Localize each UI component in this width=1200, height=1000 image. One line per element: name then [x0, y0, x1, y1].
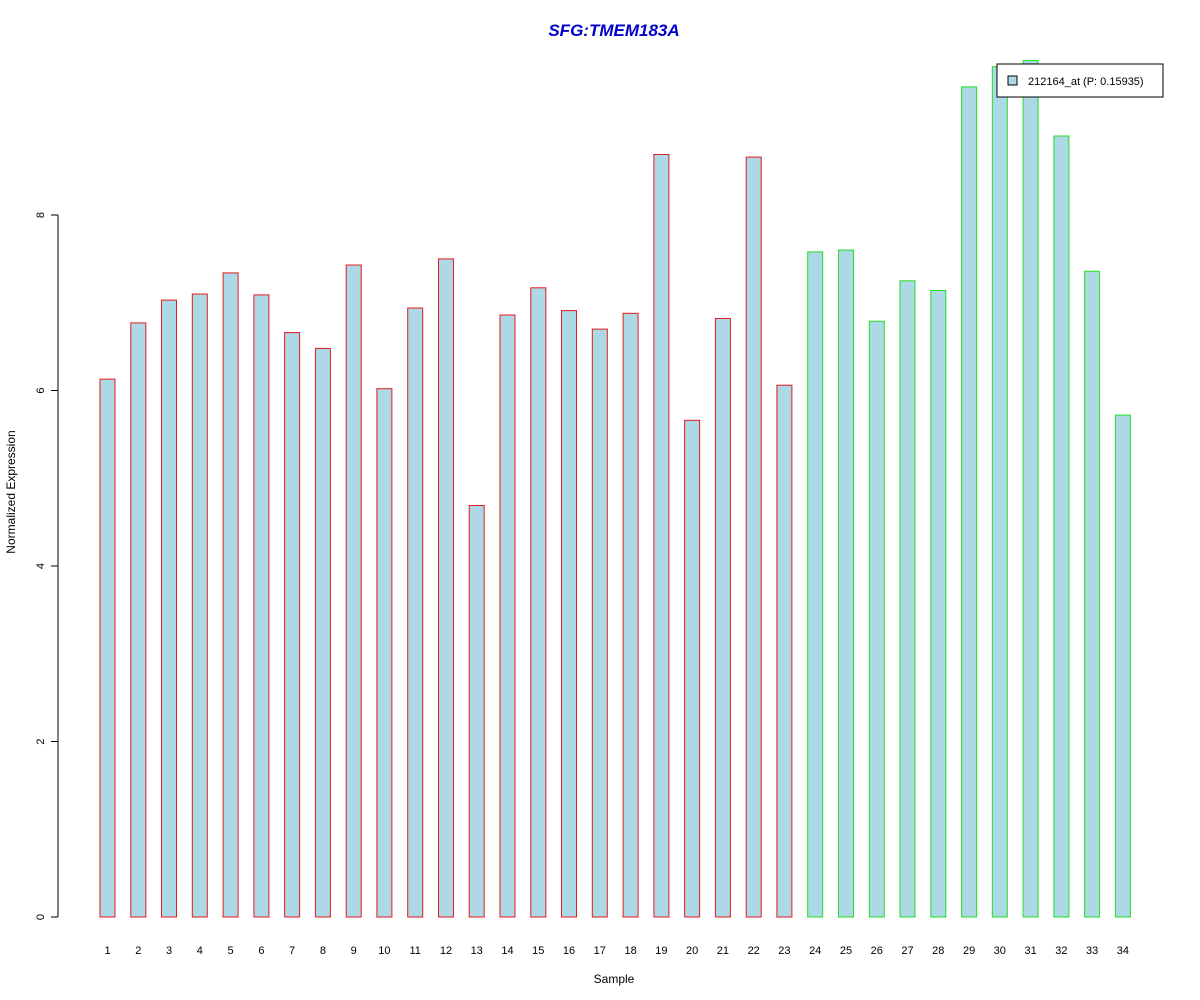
x-tick-label: 30 — [994, 945, 1006, 957]
x-tick-label: 29 — [963, 945, 975, 957]
x-axis-labels: 1 2 3 4 5 6 7 8 9 10 11 12 13 14 15 16 17 18 19 20 21 22 23 24 2… — [104, 945, 1129, 957]
x-tick-label: 18 — [624, 945, 636, 957]
x-tick-label: 14 — [501, 945, 513, 957]
x-tick-label: 33 — [1086, 945, 1098, 957]
x-tick-label: 17 — [594, 945, 606, 957]
bar-sample-29 — [961, 86, 978, 918]
bar-sample-23 — [776, 384, 793, 918]
bar-sample-32 — [1053, 135, 1070, 918]
x-tick-label: 10 — [378, 945, 390, 957]
x-tick-label: 7 — [289, 945, 295, 957]
y-tick-label: 0 — [35, 914, 47, 920]
legend-label: 212164_at (P: 0.15935) — [1028, 76, 1144, 88]
x-tick-label: 6 — [258, 945, 264, 957]
bar-sample-31 — [1022, 60, 1039, 918]
bar-sample-6 — [253, 294, 270, 918]
x-axis-title: Sample — [594, 972, 635, 986]
x-tick-label: 3 — [166, 945, 172, 957]
x-tick-label: 20 — [686, 945, 698, 957]
legend-swatch — [1007, 75, 1018, 86]
x-tick-label: 13 — [471, 945, 483, 957]
y-tick-label: 2 — [35, 738, 47, 744]
bar-sample-16 — [561, 310, 577, 918]
bar-sample-18 — [622, 312, 639, 918]
chart-title: SFG:TMEM183A — [548, 21, 679, 40]
bar-sample-28 — [930, 290, 947, 918]
x-tick-label: 1 — [104, 945, 110, 957]
x-tick-label: 23 — [778, 945, 790, 957]
x-tick-label: 15 — [532, 945, 544, 957]
bar-sample-11 — [407, 307, 424, 918]
bar-sample-17 — [591, 328, 608, 918]
x-tick-label: 4 — [197, 945, 203, 957]
bar-sample-34 — [1114, 414, 1131, 918]
bar-sample-13 — [468, 505, 485, 918]
x-tick-label: 27 — [901, 945, 913, 957]
y-axis: 0 2 4 6 8 — [35, 212, 59, 920]
bar-sample-22 — [745, 156, 762, 918]
bar-sample-21 — [714, 318, 731, 918]
x-tick-label: 28 — [932, 945, 944, 957]
bar-sample-4 — [191, 293, 208, 918]
x-tick-label: 12 — [440, 945, 452, 957]
bars-group — [99, 60, 1131, 918]
legend-box — [996, 63, 1164, 98]
bar-sample-9 — [345, 264, 362, 918]
bar-sample-8 — [314, 347, 331, 918]
bar-sample-14 — [499, 314, 516, 918]
bar-sample-10 — [376, 388, 393, 918]
y-axis-title: Normalized Expression — [4, 430, 18, 553]
x-tick-label: 9 — [351, 945, 357, 957]
y-tick-label: 4 — [35, 563, 47, 569]
bar-sample-19 — [653, 154, 670, 918]
x-tick-label: 2 — [135, 945, 141, 957]
bar-sample-24 — [807, 251, 824, 918]
x-tick-label: 24 — [809, 945, 821, 957]
bar-sample-25 — [838, 249, 854, 918]
x-tick-label: 5 — [228, 945, 234, 957]
bar-sample-3 — [161, 299, 177, 918]
bar-sample-12 — [438, 258, 454, 918]
legend: 212164_at (P: 0.15935) — [996, 63, 1164, 98]
x-tick-label: 25 — [840, 945, 852, 957]
x-tick-label: 19 — [655, 945, 667, 957]
bar-sample-15 — [530, 287, 547, 918]
bar-sample-20 — [684, 419, 701, 918]
x-tick-label: 34 — [1117, 945, 1129, 957]
bar-sample-33 — [1084, 270, 1101, 918]
y-tick-label: 8 — [35, 212, 47, 218]
bar-sample-7 — [284, 332, 301, 918]
y-tick-label: 6 — [35, 387, 47, 393]
bar-sample-26 — [868, 320, 885, 918]
x-tick-label: 8 — [320, 945, 326, 957]
x-tick-label: 31 — [1024, 945, 1036, 957]
bar-sample-30 — [991, 66, 1008, 918]
bar-sample-27 — [899, 280, 916, 918]
x-tick-label: 11 — [409, 945, 420, 957]
x-tick-label: 22 — [748, 945, 760, 957]
x-tick-label: 21 — [717, 945, 729, 957]
x-tick-label: 16 — [563, 945, 575, 957]
bar-sample-5 — [222, 272, 239, 918]
bar-sample-1 — [99, 378, 116, 918]
x-tick-label: 26 — [871, 945, 883, 957]
x-tick-label: 32 — [1055, 945, 1067, 957]
bar-sample-2 — [130, 322, 147, 918]
